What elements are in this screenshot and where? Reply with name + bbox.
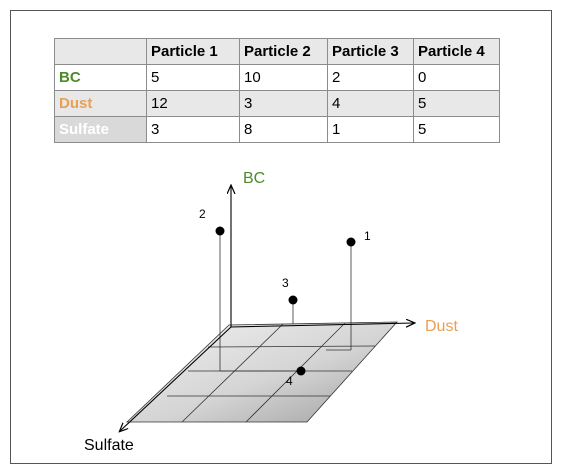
cell-sulfate-particle-4: 5 <box>413 116 500 143</box>
bc-axis-label: BC <box>243 170 266 187</box>
table-row-sulfate: Sulfate 3 8 1 5 <box>54 116 500 143</box>
row-label-bc: BC <box>54 64 147 91</box>
cell-dust-particle-1: 12 <box>146 90 240 117</box>
cell-dust-particle-4: 5 <box>413 90 500 117</box>
table-row-dust: Dust 12 3 4 5 <box>54 90 500 117</box>
cell-bc-particle-4: 0 <box>413 64 500 91</box>
point-1-label: 1 <box>364 229 371 243</box>
column-header-particle-1: Particle 1 <box>146 38 240 65</box>
table-row-bc: BC 5 10 2 0 <box>54 64 500 91</box>
drop-lines <box>219 232 352 372</box>
table-corner-cell <box>54 38 147 65</box>
sulfate-axis <box>120 326 232 431</box>
cell-sulfate-particle-3: 1 <box>327 116 414 143</box>
dust-axis-label: Dust <box>425 318 458 335</box>
row-label-sulfate: Sulfate <box>54 116 147 143</box>
point-4-label: 4 <box>286 374 293 388</box>
point-3-label: 3 <box>282 276 289 290</box>
table-header-row: Particle 1 Particle 2 Particle 3 Particl… <box>54 38 500 65</box>
column-header-particle-4: Particle 4 <box>413 38 500 65</box>
point-3 <box>288 295 298 305</box>
point-4 <box>296 366 306 376</box>
point-2-label: 2 <box>199 207 206 221</box>
sulfate-axis-label: Sulfate <box>84 437 134 454</box>
particle-table: Particle 1 Particle 2 Particle 3 Particl… <box>54 38 500 143</box>
cell-dust-particle-2: 3 <box>239 90 328 117</box>
row-label-dust: Dust <box>54 90 147 117</box>
cell-dust-particle-3: 4 <box>327 90 414 117</box>
point-1 <box>346 237 356 247</box>
point-2 <box>215 226 225 236</box>
dust-axis <box>230 323 414 327</box>
ground-plane <box>125 321 398 423</box>
cell-sulfate-particle-2: 8 <box>239 116 328 143</box>
